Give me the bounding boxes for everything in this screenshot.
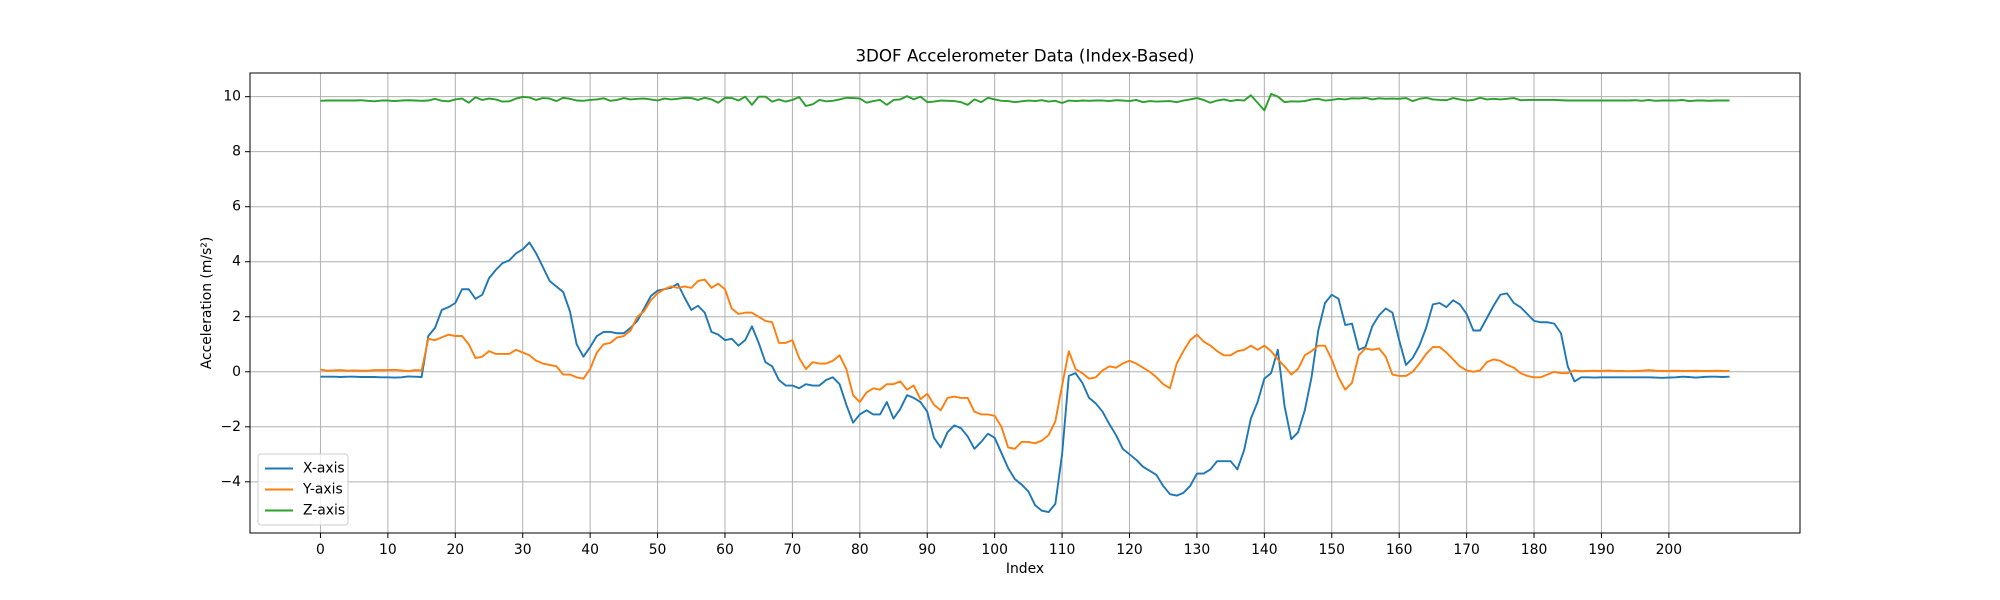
series-line — [320, 241, 1730, 514]
x-tick-label: 70 — [784, 542, 802, 558]
legend-label: Y-axis — [302, 482, 343, 498]
y-tick-label: 0 — [232, 364, 241, 380]
y-tick-label: 6 — [232, 199, 241, 215]
y-tick-label: 8 — [232, 144, 241, 160]
x-tick-label: 130 — [1184, 542, 1211, 558]
x-tick-label: 160 — [1386, 542, 1413, 558]
y-tick-label: −2 — [221, 419, 241, 435]
chart-title: 3DOF Accelerometer Data (Index-Based) — [855, 46, 1194, 66]
series-line — [320, 92, 1730, 112]
x-tick-label: 10 — [379, 542, 397, 558]
y-tick-label: −4 — [221, 474, 242, 490]
y-axis-label: Acceleration (m/s²) — [199, 237, 215, 370]
x-tick-label: 0 — [316, 542, 325, 558]
x-tick-label: 30 — [514, 542, 532, 558]
x-tick-label: 20 — [446, 542, 464, 558]
legend-label: Z-axis — [303, 503, 345, 519]
x-tick-label: 80 — [851, 542, 869, 558]
x-tick-label: 150 — [1319, 542, 1346, 558]
legend-label: X-axis — [303, 461, 345, 477]
x-tick-label: 60 — [716, 542, 734, 558]
legend: X-axis Y-axis Z-axis — [257, 453, 349, 526]
x-tick-label: 190 — [1588, 542, 1615, 558]
x-tick-label: 180 — [1521, 542, 1548, 558]
legend-box — [257, 453, 349, 526]
y-tick-label: 4 — [232, 254, 241, 270]
x-axis-label: Index — [1006, 561, 1044, 577]
x-tick-label: 170 — [1453, 542, 1480, 558]
x-tick-label: 100 — [981, 542, 1008, 558]
x-tick-label: 90 — [918, 542, 936, 558]
series-line — [320, 278, 1730, 450]
x-tick-label: 200 — [1656, 542, 1683, 558]
x-tick-label: 140 — [1251, 542, 1278, 558]
x-tick-label: 40 — [581, 542, 599, 558]
x-tick-label: 110 — [1049, 542, 1076, 558]
plot-frame — [249, 72, 1801, 534]
y-tick-label: 10 — [223, 89, 241, 105]
y-tick-label: 2 — [232, 309, 241, 325]
x-tick-label: 50 — [649, 542, 667, 558]
x-tick-label: 120 — [1116, 542, 1143, 558]
